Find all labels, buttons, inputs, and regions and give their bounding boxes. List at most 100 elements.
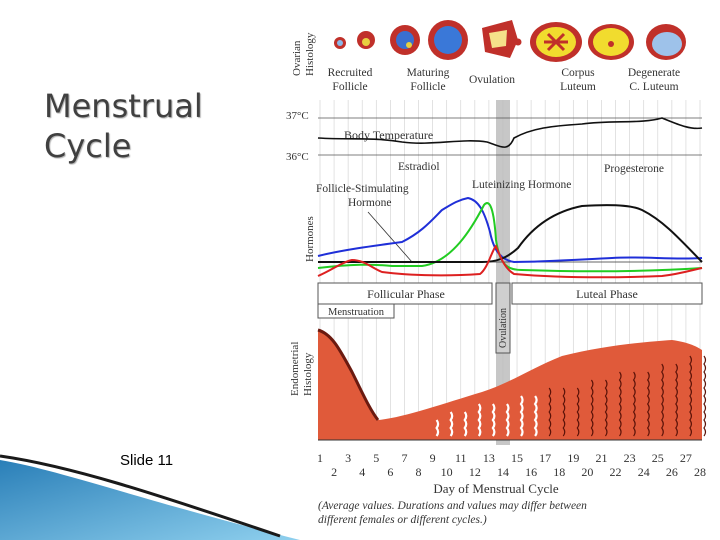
ovarian-axis-label-2: Histology bbox=[304, 32, 316, 76]
ovulation-phase-label: Ovulation bbox=[498, 308, 509, 348]
gland-19 bbox=[576, 387, 580, 437]
day-tick-13: 13 bbox=[483, 451, 495, 465]
day-tick-6: 6 bbox=[387, 465, 393, 479]
gland-14 bbox=[505, 403, 510, 437]
day-tick-3: 3 bbox=[345, 451, 351, 465]
stage-label-ovulation: Ovulation bbox=[469, 74, 515, 86]
slide-title-line-1: Menstrual bbox=[44, 87, 203, 125]
day-tick-24: 24 bbox=[638, 465, 650, 479]
gland-18 bbox=[562, 387, 566, 437]
degenerate-cl bbox=[652, 32, 682, 56]
gland-13 bbox=[491, 403, 496, 437]
decorative-swoosh bbox=[0, 454, 300, 540]
note-line-2: different females or different cycles.) bbox=[318, 514, 487, 526]
stage-label-corpus-luteum: Corpus bbox=[561, 67, 595, 79]
lh-curve bbox=[317, 202, 703, 273]
stage-label-maturing: Maturing bbox=[407, 67, 450, 79]
gland-20 bbox=[590, 379, 594, 437]
estradiol-curve bbox=[317, 196, 703, 264]
gland-24 bbox=[646, 371, 650, 437]
gland-25 bbox=[661, 363, 664, 437]
corpus-luteum-core bbox=[544, 32, 568, 52]
day-tick-28: 28 bbox=[694, 465, 706, 479]
day-tick-8: 8 bbox=[416, 465, 422, 479]
follicular-phase-box bbox=[317, 282, 493, 305]
recruited-follicle-2-center bbox=[362, 38, 370, 46]
day-tick-16: 16 bbox=[525, 465, 537, 479]
fsh-label-leader bbox=[367, 211, 413, 263]
gland-9 bbox=[435, 419, 440, 437]
gland-16 bbox=[533, 395, 538, 437]
day-tick-20: 20 bbox=[581, 465, 593, 479]
gland-21 bbox=[604, 379, 608, 437]
stage-label-degenerate: Degenerate bbox=[628, 67, 680, 79]
day-tick-14: 14 bbox=[497, 465, 509, 479]
luteal-phase-box bbox=[511, 282, 703, 305]
ovulating-follicle-inner bbox=[489, 30, 507, 48]
day-tick-21: 21 bbox=[595, 451, 607, 465]
follicular-phase-label: Follicular Phase bbox=[367, 287, 445, 301]
maturing-follicle-2-antrum bbox=[434, 26, 462, 54]
hormones-axis-label: Hormones bbox=[304, 216, 316, 262]
temp-tick-36: 36°C bbox=[286, 151, 309, 163]
fsh-label-1: Follicle-Stimulating bbox=[316, 183, 409, 195]
lh-label: Luteinizing Hormone bbox=[472, 179, 571, 191]
fsh-label-2: Hormone bbox=[348, 197, 391, 209]
gland-10 bbox=[449, 411, 454, 437]
maturing-follicle-1-oocyte bbox=[406, 42, 412, 48]
day-tick-18: 18 bbox=[553, 465, 565, 479]
day-tick-22: 22 bbox=[610, 465, 622, 479]
endometrial-axis-label-1: Endometrial bbox=[289, 342, 301, 396]
stage-label-recruited: Recruited bbox=[328, 67, 373, 79]
gland-27 bbox=[689, 355, 693, 437]
day-tick-4: 4 bbox=[359, 465, 365, 479]
gland-26 bbox=[675, 363, 678, 437]
stage-label-maturing-2: Follicle bbox=[410, 81, 445, 93]
progesterone-curve bbox=[318, 204, 703, 263]
stage-label-corpus-luteum-2: Luteum bbox=[560, 81, 596, 93]
day-tick-7: 7 bbox=[401, 451, 407, 465]
note-line-1: (Average values. Durations and values ma… bbox=[318, 500, 587, 512]
shedding-edge bbox=[317, 328, 380, 421]
gland-17 bbox=[548, 387, 552, 437]
gland-12 bbox=[477, 403, 482, 437]
day-tick-19: 19 bbox=[567, 451, 579, 465]
recruited-follicle-1-center bbox=[337, 40, 343, 46]
day-tick-10: 10 bbox=[441, 465, 453, 479]
day-tick-27: 27 bbox=[680, 451, 692, 465]
gland-22 bbox=[618, 371, 622, 437]
menstruation-label: Menstruation bbox=[328, 307, 385, 318]
corpus-luteum-2-core bbox=[608, 41, 614, 47]
endometrial-glands bbox=[435, 355, 707, 437]
day-tick-12: 12 bbox=[469, 465, 481, 479]
gland-28 bbox=[703, 355, 707, 437]
luteal-phase-label: Luteal Phase bbox=[576, 287, 638, 301]
slide-title: Menstrual Cycle bbox=[44, 86, 264, 166]
slide-title-line-2: Cycle bbox=[44, 127, 132, 165]
endometrial-axis-label-2: Histology bbox=[302, 352, 314, 396]
fsh-curve bbox=[317, 244, 703, 279]
ovulation-box bbox=[495, 282, 511, 354]
ovarian-axis-label-1: Ovarian bbox=[291, 40, 303, 76]
progesterone-label: Progesterone bbox=[604, 163, 664, 175]
day-tick-25: 25 bbox=[652, 451, 664, 465]
slide-number: Slide 11 bbox=[120, 452, 174, 469]
temp-tick-37: 37°C bbox=[286, 110, 309, 122]
day-tick-15: 15 bbox=[511, 451, 523, 465]
day-tick-2: 2 bbox=[331, 465, 337, 479]
estradiol-label: Estradiol bbox=[398, 161, 440, 173]
gland-15 bbox=[519, 395, 524, 437]
stage-label-degenerate-2: C. Luteum bbox=[629, 81, 678, 93]
day-tick-labels: 1 3 5 7 9 11 13 15 17 19 21 23 25 272 4 6 8 10 12 14 16 18 20 2… bbox=[317, 451, 706, 479]
ovarian-stage-labels: Recruited Follicle Maturing Follicle Ovu… bbox=[328, 67, 681, 93]
menstrual-cycle-figure: Ovarian Histology Recruited Follicle Mat… bbox=[286, 20, 707, 526]
ovarian-follicle-images bbox=[334, 20, 686, 62]
body-temperature-curve bbox=[317, 117, 703, 148]
day-tick-11: 11 bbox=[455, 451, 467, 465]
menstruation-box bbox=[317, 303, 395, 319]
gland-23 bbox=[632, 371, 636, 437]
ovulation-band bbox=[496, 100, 510, 445]
gland-11 bbox=[463, 411, 468, 437]
day-tick-26: 26 bbox=[666, 465, 678, 479]
day-tick-9: 9 bbox=[430, 451, 436, 465]
